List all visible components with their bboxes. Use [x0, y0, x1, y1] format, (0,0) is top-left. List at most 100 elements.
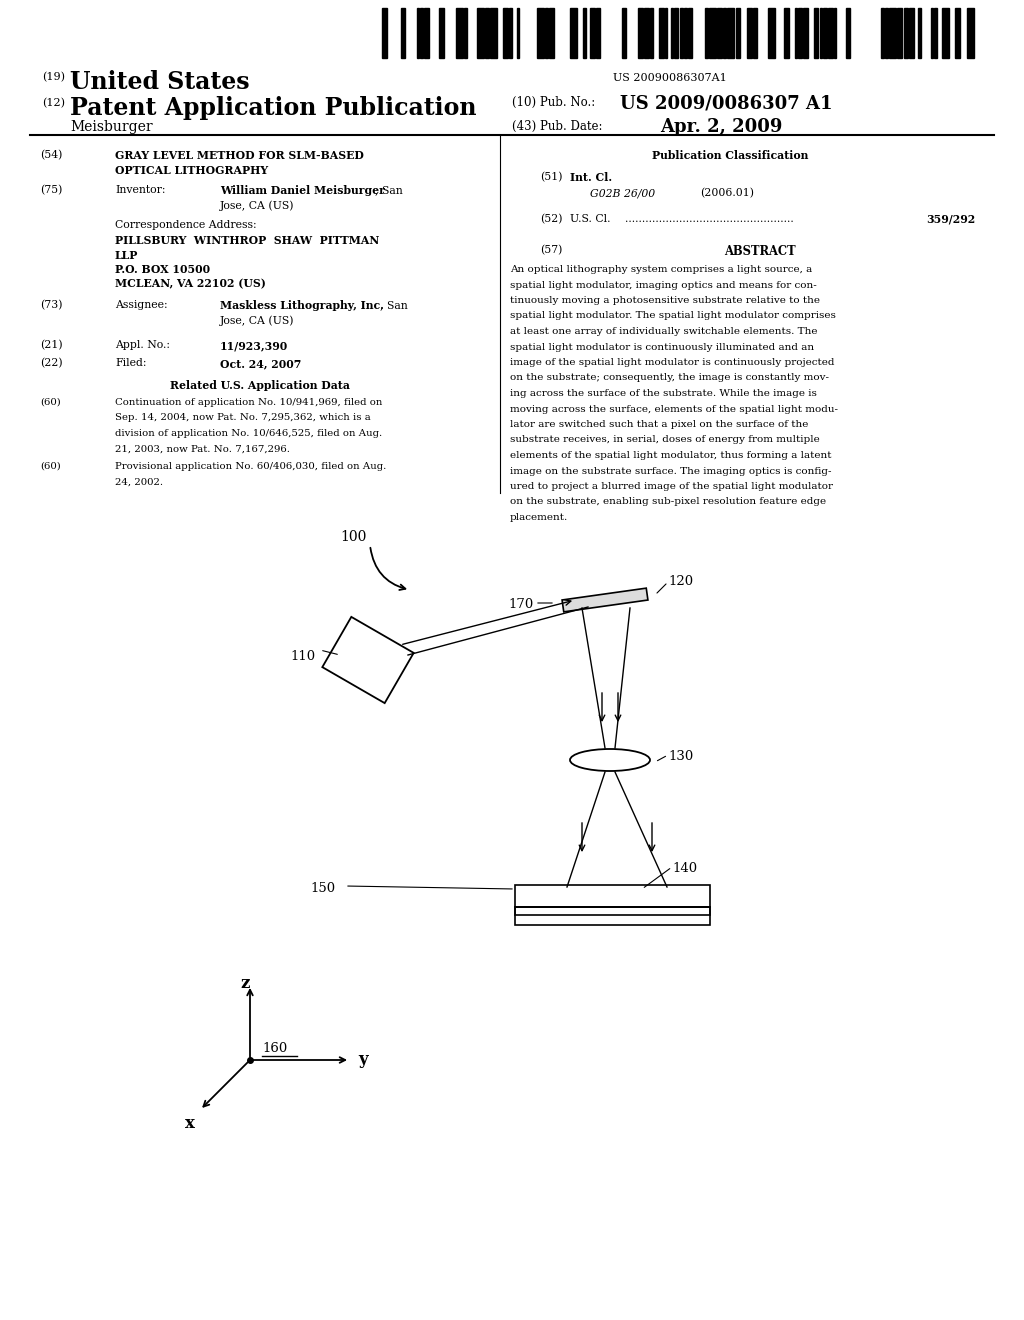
Bar: [934, 8, 937, 58]
Text: U.S. Cl.: U.S. Cl.: [570, 214, 610, 224]
Text: lator are switched such that a pixel on the surface of the: lator are switched such that a pixel on …: [510, 420, 808, 429]
Bar: [680, 8, 683, 58]
Text: on the substrate; consequently, the image is constantly mov-: on the substrate; consequently, the imag…: [510, 374, 829, 383]
Text: (54): (54): [40, 150, 62, 160]
Text: Jose, CA (US): Jose, CA (US): [220, 315, 295, 326]
Text: Oct. 24, 2007: Oct. 24, 2007: [220, 358, 301, 370]
Bar: [382, 8, 387, 58]
Bar: [919, 8, 922, 58]
Bar: [671, 8, 673, 58]
Text: (19): (19): [42, 73, 65, 82]
Text: Jose, CA (US): Jose, CA (US): [220, 201, 295, 211]
Bar: [709, 8, 716, 58]
Text: Provisional application No. 60/406,030, filed on Aug.: Provisional application No. 60/406,030, …: [115, 462, 386, 471]
Bar: [717, 8, 722, 58]
Text: 160: 160: [262, 1041, 288, 1055]
Text: Appl. No.:: Appl. No.:: [115, 341, 170, 350]
Text: 359/292: 359/292: [926, 214, 975, 224]
Text: G02B 26/00: G02B 26/00: [590, 187, 655, 198]
Text: (52): (52): [540, 214, 562, 224]
Bar: [746, 8, 752, 58]
Polygon shape: [562, 589, 648, 612]
Bar: [675, 8, 679, 58]
Text: spatial light modulator, imaging optics and means for con-: spatial light modulator, imaging optics …: [510, 281, 817, 289]
Bar: [798, 8, 802, 58]
Text: (2006.01): (2006.01): [700, 187, 754, 198]
Bar: [885, 8, 888, 58]
Text: ured to project a blurred image of the spatial light modulator: ured to project a blurred image of the s…: [510, 482, 833, 491]
Text: spatial light modulator. The spatial light modulator comprises: spatial light modulator. The spatial lig…: [510, 312, 836, 321]
Text: (12): (12): [42, 98, 65, 108]
Bar: [490, 8, 498, 58]
Bar: [803, 8, 808, 58]
Text: image of the spatial light modulator is continuously projected: image of the spatial light modulator is …: [510, 358, 835, 367]
Text: , San: , San: [380, 300, 408, 310]
Text: division of application No. 10/646,525, filed on Aug.: division of application No. 10/646,525, …: [115, 429, 382, 438]
Bar: [835, 8, 837, 58]
Text: on the substrate, enabling sub-pixel resolution feature edge: on the substrate, enabling sub-pixel res…: [510, 498, 826, 507]
Text: Related U.S. Application Data: Related U.S. Application Data: [170, 380, 350, 391]
Text: Inventor:: Inventor:: [115, 185, 166, 195]
Bar: [515, 884, 710, 907]
Bar: [650, 8, 653, 58]
Bar: [723, 8, 726, 58]
Bar: [754, 8, 757, 58]
Bar: [401, 8, 406, 58]
Text: y: y: [358, 1052, 368, 1068]
Bar: [596, 8, 600, 58]
Text: (22): (22): [40, 358, 62, 368]
Text: MCLEAN, VA 22102 (US): MCLEAN, VA 22102 (US): [115, 279, 266, 289]
Bar: [638, 8, 643, 58]
Bar: [417, 8, 419, 58]
Text: LLP: LLP: [115, 249, 138, 261]
Text: x: x: [185, 1115, 195, 1133]
Text: (60): (60): [40, 399, 60, 407]
Bar: [735, 8, 739, 58]
Bar: [889, 8, 896, 58]
Bar: [477, 8, 484, 58]
Text: 100: 100: [340, 531, 367, 544]
Bar: [967, 8, 974, 58]
Text: tinuously moving a photosensitive substrate relative to the: tinuously moving a photosensitive substr…: [510, 296, 820, 305]
Text: Meisburger: Meisburger: [70, 120, 153, 135]
Text: elements of the spatial light modulator, thus forming a latent: elements of the spatial light modulator,…: [510, 451, 831, 459]
Bar: [644, 8, 649, 58]
Bar: [909, 8, 913, 58]
Bar: [828, 8, 833, 58]
Text: , San: , San: [375, 185, 402, 195]
Bar: [823, 8, 826, 58]
Text: GRAY LEVEL METHOD FOR SLM-BASED: GRAY LEVEL METHOD FOR SLM-BASED: [115, 150, 364, 161]
Text: 11/923,390: 11/923,390: [220, 341, 288, 351]
Bar: [814, 8, 818, 58]
Text: moving across the surface, elements of the spatial light modu-: moving across the surface, elements of t…: [510, 404, 838, 413]
Bar: [784, 8, 790, 58]
Bar: [545, 8, 548, 58]
Text: OPTICAL LITHOGRAPHY: OPTICAL LITHOGRAPHY: [115, 165, 268, 177]
Bar: [457, 8, 463, 58]
Text: at least one array of individually switchable elements. The: at least one array of individually switc…: [510, 327, 817, 337]
Bar: [590, 8, 595, 58]
Text: US 2009/0086307 A1: US 2009/0086307 A1: [620, 94, 833, 112]
Text: 130: 130: [668, 750, 693, 763]
Bar: [509, 8, 512, 58]
Text: ABSTRACT: ABSTRACT: [724, 246, 796, 257]
Text: 170: 170: [508, 598, 534, 611]
Text: 24, 2002.: 24, 2002.: [115, 478, 163, 487]
Bar: [795, 8, 797, 58]
Bar: [727, 8, 734, 58]
Bar: [503, 8, 508, 58]
Text: P.O. BOX 10500: P.O. BOX 10500: [115, 264, 210, 275]
Text: (60): (60): [40, 462, 60, 471]
Text: Assignee:: Assignee:: [115, 300, 168, 310]
Text: (73): (73): [40, 300, 62, 310]
Text: Patent Application Publication: Patent Application Publication: [70, 96, 476, 120]
Bar: [485, 8, 489, 58]
Bar: [424, 8, 429, 58]
Text: Maskless Lithography, Inc.: Maskless Lithography, Inc.: [220, 300, 384, 312]
Text: William Daniel Meisburger: William Daniel Meisburger: [220, 185, 385, 195]
Text: Correspondence Address:: Correspondence Address:: [115, 220, 257, 230]
Text: z: z: [241, 975, 250, 993]
Text: (10) Pub. No.:: (10) Pub. No.:: [512, 96, 595, 110]
Bar: [517, 8, 519, 58]
Text: US 20090086307A1: US 20090086307A1: [613, 73, 727, 83]
